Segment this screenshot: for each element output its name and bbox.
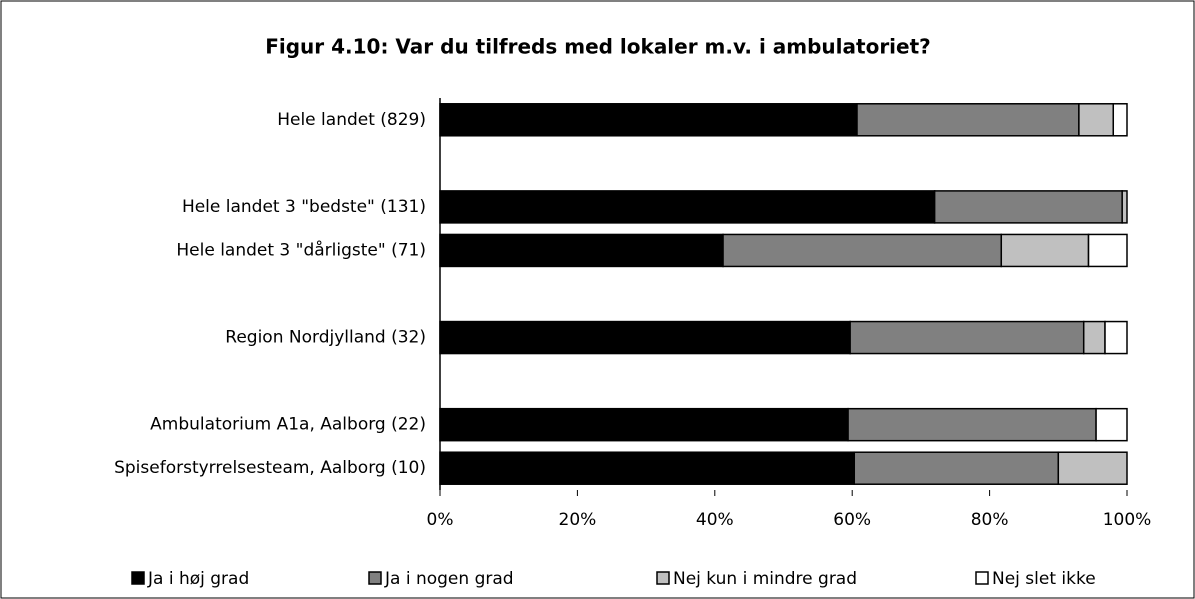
bar-segment [1087, 233, 1128, 268]
y-tick-label: Hele landet 3 "bedste" (131) [182, 197, 426, 217]
x-tick-label: 0% [427, 510, 454, 530]
bar-segment [847, 407, 1097, 442]
x-tick-label: 40% [696, 510, 734, 530]
legend-swatch [131, 571, 145, 585]
legend-swatch [656, 571, 670, 585]
bar-segment [439, 320, 851, 355]
y-tick-label: Region Nordjylland (32) [225, 328, 426, 348]
bar-segment [439, 190, 936, 224]
bar-segment [1112, 103, 1128, 137]
bar-segment [849, 320, 1085, 355]
legend-label: Ja i høj grad [147, 569, 249, 589]
legend-label: Nej kun i mindre grad [673, 569, 857, 589]
x-tick-label: 20% [559, 510, 597, 530]
legend-swatch [368, 571, 382, 585]
bar-segment [856, 103, 1080, 137]
y-tick-label: Hele landet (829) [277, 110, 426, 130]
legend-label: Ja i nogen grad [384, 569, 514, 589]
bar-segment [1121, 190, 1128, 224]
y-tick-label: Ambulatorium A1a, Aalborg (22) [150, 415, 426, 435]
y-tick-label: Spiseforstyrrelsesteam, Aalborg (10) [114, 458, 426, 478]
bar-segment [439, 407, 849, 442]
x-tick-label: 60% [833, 510, 871, 530]
chart-title: Figur 4.10: Var du tilfreds med lokaler … [265, 35, 931, 59]
legend-swatch [975, 571, 989, 585]
y-tick-label: Hele landet 3 "dårligste" (71) [176, 239, 426, 260]
bar-segment [1104, 320, 1128, 355]
bar-segment [722, 233, 1003, 268]
bar-segment [1095, 407, 1128, 442]
bar-segment [1078, 103, 1115, 137]
bar-segment [1000, 233, 1090, 268]
x-tick-label: 80% [971, 510, 1009, 530]
legend-label: Nej slet ikke [992, 569, 1096, 589]
bar-segment [439, 103, 858, 137]
bar-segment [439, 451, 856, 485]
bar-segment [439, 233, 724, 268]
bar-segment [853, 451, 1060, 485]
bar-segment [1057, 451, 1128, 485]
x-tick-label: 100% [1103, 510, 1152, 530]
bar-segment [1082, 320, 1106, 355]
bar-segment [933, 190, 1123, 224]
